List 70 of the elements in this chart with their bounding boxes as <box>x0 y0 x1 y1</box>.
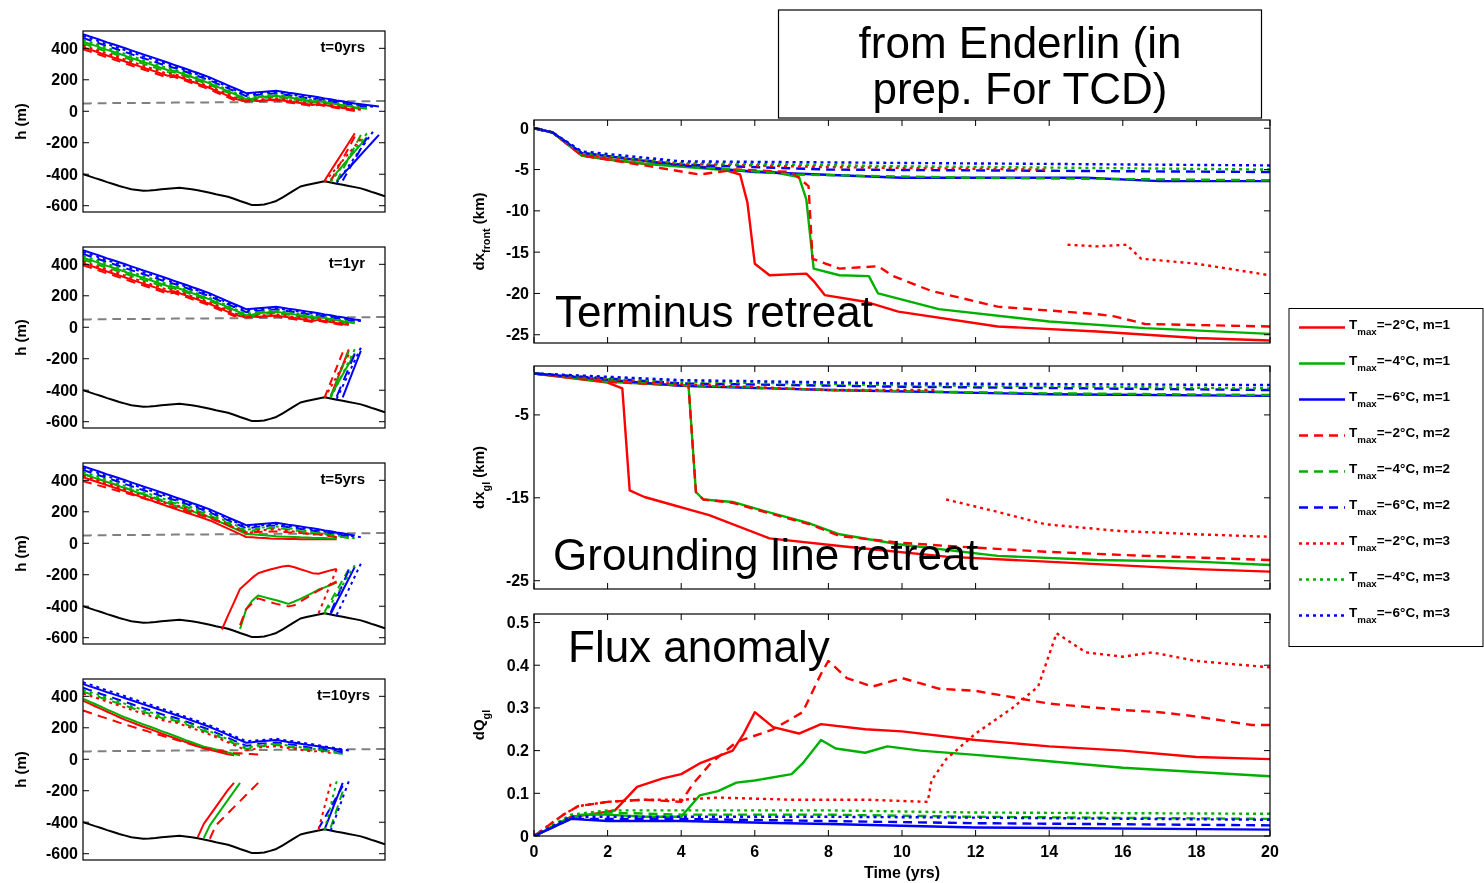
legend-label: T$_{max}$=−2°C, m=1 <box>1349 316 1451 336</box>
annotation: t=5yrs <box>320 470 365 487</box>
annotation: Flux anomaly <box>568 622 830 671</box>
x-tick-label: 20 <box>1261 843 1279 860</box>
y-tick-label: -600 <box>45 629 79 647</box>
y-tick-label: -15 <box>505 489 530 507</box>
y-tick-label: 0 <box>520 119 530 137</box>
y-tick-label: -200 <box>45 134 79 152</box>
text: from Enderlin (in prep. For TCD) <box>858 18 1182 113</box>
x-tick-label: 18 <box>1187 843 1206 860</box>
y-tick-label: -600 <box>45 413 79 431</box>
y-tick-label: 200 <box>51 503 79 521</box>
y-axis-title: h (m) <box>12 535 29 572</box>
x-tick-label: 12 <box>966 843 985 860</box>
y-tick-label: -400 <box>45 165 79 183</box>
legend-label: T$_{max}$=−4°C, m=1 <box>1349 352 1451 372</box>
y-tick-label: -10 <box>505 202 530 220</box>
y-tick-label: 0.3 <box>506 699 530 717</box>
y-tick-label: -5 <box>514 161 530 179</box>
y-tick-label: 0.1 <box>506 784 530 802</box>
annotation: t=1yr <box>328 254 366 271</box>
y-tick-label: 0.4 <box>506 656 530 674</box>
y-tick-label: -25 <box>505 572 530 590</box>
x-tick-label: 4 <box>676 843 686 860</box>
x-tick-label: 10 <box>893 843 911 860</box>
y-tick-label: 400 <box>51 471 79 489</box>
y-tick-label: -5 <box>514 406 530 424</box>
y-tick-label: 0 <box>69 102 79 120</box>
x-tick-label: 2 <box>603 843 613 860</box>
y-axis-title: h (m) <box>12 751 29 788</box>
y-tick-label: 0 <box>520 827 530 845</box>
y-tick-label: 0 <box>69 318 79 336</box>
y-tick-label: -600 <box>45 197 79 215</box>
x-axis-title: Time (yrs) <box>863 864 941 881</box>
legend-label: T$_{max}$=−2°C, m=2 <box>1349 424 1451 444</box>
y-tick-label: 400 <box>51 39 79 57</box>
y-tick-label: -200 <box>45 782 79 800</box>
legend-label: T$_{max}$=−2°C, m=3 <box>1349 532 1451 552</box>
annotation: t=0yrs <box>320 38 365 55</box>
y-tick-label: 200 <box>51 287 79 305</box>
y-tick-label: -400 <box>45 813 79 831</box>
y-tick-label: 0 <box>69 750 79 768</box>
x-tick-label: 8 <box>823 843 833 860</box>
y-tick-label: -400 <box>45 381 79 399</box>
y-tick-label: 0.2 <box>506 742 530 760</box>
y-tick-label: -600 <box>45 845 79 863</box>
y-tick-label: 0.5 <box>506 614 530 632</box>
legend-label: T$_{max}$=−4°C, m=3 <box>1349 568 1451 588</box>
y-axis-title: h (m) <box>12 103 29 140</box>
y-tick-label: 200 <box>51 719 79 737</box>
legend-label: T$_{max}$=−6°C, m=2 <box>1349 496 1451 516</box>
annotation: t=10yrs <box>317 686 370 703</box>
y-tick-label: -25 <box>505 326 530 344</box>
y-tick-label: -20 <box>505 284 530 302</box>
y-tick-label: 400 <box>51 255 79 273</box>
legend-label: T$_{max}$=−6°C, m=3 <box>1349 604 1451 624</box>
y-tick-label: -400 <box>45 597 79 615</box>
legend-label: T$_{max}$=−6°C, m=1 <box>1349 388 1451 408</box>
y-tick-label: -200 <box>45 566 79 584</box>
x-tick-label: 16 <box>1113 843 1132 860</box>
legend-label: T$_{max}$=−4°C, m=2 <box>1349 460 1451 480</box>
annotation: Terminus retreat <box>555 287 873 336</box>
y-tick-label: 200 <box>51 71 79 89</box>
x-tick-label: 6 <box>750 843 760 860</box>
x-tick-label: 14 <box>1040 843 1059 860</box>
y-tick-label: 0 <box>69 534 79 552</box>
y-tick-label: -200 <box>45 350 79 368</box>
y-tick-label: -15 <box>505 243 530 261</box>
y-axis-title: h (m) <box>12 319 29 356</box>
y-tick-label: 400 <box>51 687 79 705</box>
